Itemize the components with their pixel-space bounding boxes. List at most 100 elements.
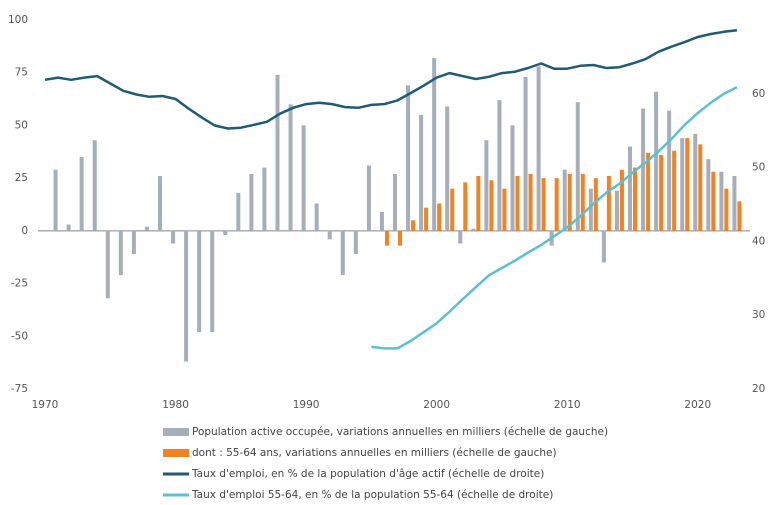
bar (614, 190, 619, 231)
line (371, 86, 738, 350)
bar (314, 203, 319, 231)
bar (236, 192, 241, 231)
bar (667, 110, 672, 231)
bar (515, 176, 520, 231)
x-tick-label: 1990 (293, 399, 320, 411)
bar (497, 100, 502, 231)
bar (131, 230, 136, 255)
bar (406, 85, 411, 231)
bar (184, 230, 189, 362)
x-tick-label: 2020 (684, 399, 711, 411)
bar (680, 138, 685, 231)
bar (66, 224, 71, 231)
bar (732, 176, 737, 231)
y2-tick-label: 30 (752, 309, 765, 321)
bar (92, 140, 97, 231)
bar (619, 169, 624, 231)
bar (210, 230, 215, 333)
y-tick-label: 0 (21, 225, 28, 237)
bar (502, 188, 507, 231)
bar (554, 178, 559, 231)
bar (685, 138, 690, 231)
legend-label: Taux d'emploi 55-64, en % de la populati… (191, 489, 553, 501)
bar (223, 230, 228, 236)
y-tick-label: 75 (15, 67, 28, 79)
legend-swatch (163, 449, 189, 457)
bar (575, 102, 580, 231)
bar (437, 203, 442, 231)
bar (432, 57, 437, 231)
bar (158, 176, 162, 231)
bar (366, 165, 371, 231)
bar (327, 230, 332, 240)
bar (641, 108, 646, 231)
y-tick-label: 25 (15, 172, 28, 184)
bar (562, 169, 567, 231)
y-tick-label: -50 (11, 330, 28, 342)
y-tick-label: 50 (15, 119, 28, 131)
bar (445, 106, 450, 231)
legend-swatch (163, 428, 189, 436)
bar (171, 230, 176, 244)
x-tick-label: 1970 (32, 399, 59, 411)
x-tick-label: 2000 (423, 399, 450, 411)
y-tick-label: 100 (8, 14, 28, 26)
bar (288, 104, 293, 231)
bar (672, 150, 677, 231)
y-tick-label: -75 (11, 383, 28, 395)
bar (79, 157, 84, 231)
bar (105, 230, 110, 299)
bar (301, 125, 306, 231)
bar (53, 169, 58, 231)
bar (523, 76, 528, 231)
x-tick-label: 2010 (554, 399, 581, 411)
bar (458, 230, 463, 244)
bar (463, 182, 468, 231)
bar (384, 230, 389, 246)
bar (601, 230, 606, 263)
bar (654, 91, 659, 231)
bar (693, 133, 698, 231)
bar (633, 167, 637, 231)
y2-tick-label: 50 (752, 162, 765, 174)
y-tick-label: -25 (11, 278, 28, 290)
legend-label: Taux d'emploi, en % de la population d'â… (191, 468, 544, 480)
y2-tick-label: 20 (752, 383, 765, 395)
bar (719, 171, 724, 231)
line (44, 29, 738, 130)
bar (606, 176, 611, 231)
legend-label: dont : 55-64 ans, variations annuelles e… (192, 447, 557, 459)
bar (567, 173, 572, 231)
bar (144, 226, 149, 231)
y2-tick-label: 60 (752, 88, 765, 100)
bar (541, 178, 546, 231)
bar (528, 173, 533, 231)
bar (737, 201, 742, 231)
bar (340, 230, 345, 276)
y2-tick-label: 40 (752, 235, 765, 247)
bar (536, 66, 541, 231)
bar (659, 154, 664, 231)
bar (379, 211, 384, 231)
bar (510, 125, 515, 231)
bar (398, 230, 402, 246)
bar (476, 176, 481, 231)
bar (411, 220, 416, 231)
bar (698, 144, 703, 231)
bar (484, 140, 489, 231)
legend-label: Population active occupée, variations an… (192, 426, 608, 438)
bar (711, 171, 716, 231)
bar (724, 188, 729, 231)
bar (588, 188, 593, 231)
bar (471, 228, 476, 231)
bar (593, 178, 598, 231)
bar (646, 152, 651, 231)
x-tick-label: 1980 (162, 399, 189, 411)
bar (262, 167, 267, 231)
bar (275, 74, 280, 231)
bar (580, 173, 585, 231)
bar (706, 159, 711, 231)
bar (489, 180, 494, 231)
bar (353, 230, 358, 255)
